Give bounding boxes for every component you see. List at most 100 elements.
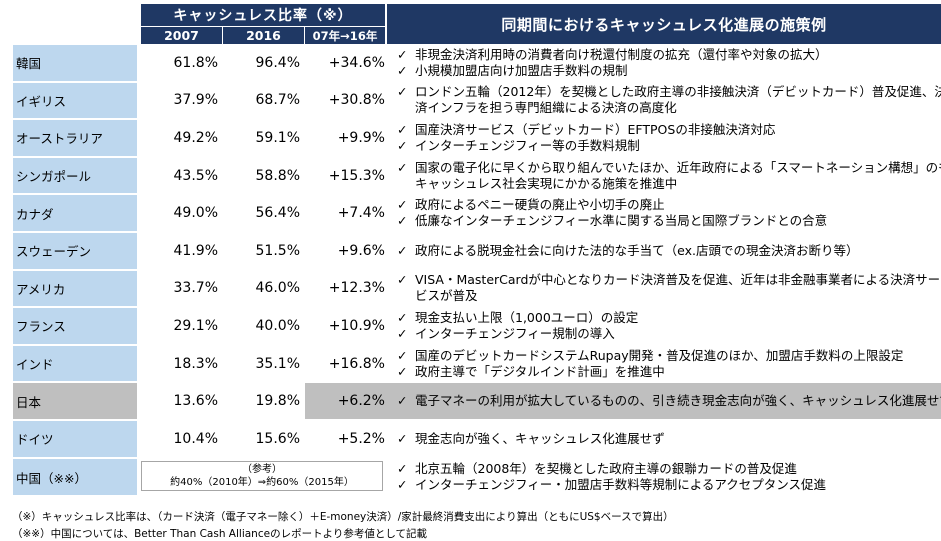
ratio-change: +12.3% (328, 280, 385, 297)
ratio-2016: 40.0% (255, 317, 300, 334)
reference-value: 約40%（2010年）⇒約60%（2015年） (170, 477, 354, 488)
ratio-2007: 37.9% (173, 92, 218, 109)
policy-item: 北京五輪（2008年）を契機とした政府主導の銀聯カードの普及促進 (393, 461, 941, 477)
ratio-change: +9.6% (337, 242, 385, 259)
ratio-2016: 46.0% (255, 280, 300, 297)
ratio-2007: 61.8% (173, 54, 218, 71)
change-header: 07年→16年 (305, 27, 385, 44)
table-row-korea: 韓国 61.8% 96.4% +34.6% 非現金決済利用時の消費者向け税還付制度の拡充… (0, 45, 941, 81)
policy-item: VISA・MasterCardが中心となりカード決済普及を促進、近年は非金融事業… (393, 272, 941, 288)
table-row-india: インド 18.3% 35.1% +16.8% 国産のデビットカードシステムRupay開発… (0, 345, 941, 382)
policy-list: VISA・MasterCardが中心となりカード決済普及を促進、近年は非金融事業… (393, 271, 941, 307)
policy-item: 国家の電子化に早くから取り組んでいたほか、近年政府による「スマートネーション構想… (393, 160, 941, 176)
ratio-2016: 58.8% (255, 167, 300, 184)
policy-item: 非現金決済利用時の消費者向け税還付制度の拡充（還付率や対象の拡大） (393, 47, 941, 63)
policy-item-continuation: ビスが普及 (415, 288, 478, 304)
china-reference-box: （参考） 約40%（2010年）⇒約60%（2015年） (141, 461, 383, 491)
policy-list: 非現金決済利用時の消費者向け税還付制度の拡充（還付率や対象の拡大）小規模加盟店向… (393, 45, 941, 81)
country-name: シンガポール (13, 157, 137, 194)
policy-item: 小規模加盟店向け加盟店手数料の規制 (393, 63, 941, 79)
policy-item: 政府による脱現金社会に向けた法的な手当て（ex.店頭での現金決済お断り等） (393, 243, 941, 259)
ratio-2007: 13.6% (173, 393, 218, 410)
table-row-australia: オーストラリア 49.2% 59.1% +9.9% 国産決済サービス（デビットカード）E… (0, 120, 941, 156)
policy-list: 国産決済サービス（デビットカード）EFTPOSの非接触決済対応インターチェンジフ… (393, 120, 941, 156)
ratio-change: +6.2% (305, 383, 389, 419)
policy-item: 電子マネーの利用が拡大しているものの、引き続き現金志向が強く、キャッシュレス化進… (393, 393, 941, 409)
ratio-2016: 51.5% (255, 242, 300, 259)
year-2016-header: 2016 (223, 27, 304, 44)
ratio-2007: 10.4% (173, 430, 218, 447)
country-name: オーストラリア (13, 120, 137, 156)
policy-item-continuation: 済インフラを担う専門組織による決済の高度化 (415, 100, 677, 116)
policy-list: 国産のデビットカードシステムRupay開発・普及促進のほか、加盟店手数料の上限設… (393, 346, 941, 382)
policy-list: 政府によるペニー硬貨の廃止や小切手の廃止低廉なインターチェンジフィー水準に関する… (393, 195, 941, 231)
ratio-change: +34.6% (328, 54, 385, 71)
table-row-singapore: シンガポール 43.5% 58.8% +15.3% 国家の電子化に早くから取り組んでいた… (0, 157, 941, 194)
table-row-canada: カナダ 49.0% 56.4% +7.4% 政府によるペニー硬貨の廃止や小切手の廃止低廉… (0, 195, 941, 231)
ratio-2016: 59.1% (255, 129, 300, 146)
ratio-2007: 49.0% (173, 205, 218, 222)
country-name: 日本 (13, 383, 137, 419)
table-row-japan: 日本 13.6% 19.8% +6.2%電子マネーの利用が拡大しているものの、引き続き… (0, 383, 941, 419)
country-name: カナダ (13, 195, 137, 231)
ratio-change: +7.4% (337, 205, 385, 222)
footnote-1: （※）キャッシュレス比率は、（カード決済（電子マネー除く）＋E-money決済）… (12, 511, 674, 523)
ratio-2016: 96.4% (255, 54, 300, 71)
ratio-2007: 41.9% (173, 242, 218, 259)
year-2007-header: 2007 (141, 27, 222, 44)
ratio-2016: 35.1% (255, 355, 300, 372)
policy-item-continuation: キャッシュレス社会実現にかかる施策を推進中 (415, 175, 678, 191)
ratio-change: +5.2% (337, 430, 385, 447)
table-row-germany: ドイツ 10.4% 15.6% +5.2% 現金志向が強く、キャッシュレス化進展せず (0, 421, 941, 457)
policy-item: 低廉なインターチェンジフィー水準に関する当局と国際ブランドとの合意 (393, 213, 941, 229)
policy-item: ロンドン五輪（2012年）を契機とした政府主導の非接触決済（デビットカード）普及… (393, 84, 941, 100)
policy-list: 現金志向が強く、キャッシュレス化進展せず (393, 421, 941, 457)
policy-item: 現金志向が強く、キャッシュレス化進展せず (393, 431, 941, 447)
policy-header: 同期間におけるキャッシュレス化進展の施策例 (387, 4, 941, 44)
country-name: ドイツ (13, 421, 137, 457)
policy-item: 国産決済サービス（デビットカード）EFTPOSの非接触決済対応 (393, 122, 941, 138)
policy-list: ロンドン五輪（2012年）を契機とした政府主導の非接触決済（デビットカード）普及… (393, 83, 941, 119)
ratio-change: +15.3% (328, 167, 385, 184)
ratio-2007: 33.7% (173, 280, 218, 297)
country-name: スウェーデン (13, 233, 137, 269)
table-row-france: フランス 29.1% 40.0% +10.9% 現金支払い上限（1,000ユーロ）の設定… (0, 308, 941, 344)
table-row-usa: アメリカ 33.7% 46.0% +12.3% VISA・MasterCardが中心とな… (0, 270, 941, 307)
table-row-uk: イギリス 37.9% 68.7% +30.8% ロンドン五輪（2012年）を契機とした政… (0, 82, 941, 119)
policy-item: インターチェンジフィー・加盟店手数料等規制によるアクセプタンス促進 (393, 477, 941, 493)
ratio-2016: 56.4% (255, 205, 300, 222)
country-name: アメリカ (13, 270, 137, 307)
ratio-2007: 29.1% (173, 317, 218, 334)
policy-list: 政府による脱現金社会に向けた法的な手当て（ex.店頭での現金決済お断り等） (393, 233, 941, 269)
ratio-2007: 43.5% (173, 167, 218, 184)
policy-item: インターチェンジフィー規制の導入 (393, 326, 941, 342)
policy-list: 現金支払い上限（1,000ユーロ）の設定インターチェンジフィー規制の導入 (393, 308, 941, 344)
policy-item: 政府によるペニー硬貨の廃止や小切手の廃止 (393, 197, 941, 213)
ratio-2016: 68.7% (255, 92, 300, 109)
policy-list: 国家の電子化に早くから取り組んでいたほか、近年政府による「スマートネーション構想… (393, 158, 941, 194)
ratio-change: +9.9% (337, 129, 385, 146)
ratio-change: +30.8% (328, 92, 385, 109)
country-name: イギリス (13, 82, 137, 119)
policy-item: 現金支払い上限（1,000ユーロ）の設定 (393, 310, 941, 326)
country-name: フランス (13, 308, 137, 344)
policy-item: 国産のデビットカードシステムRupay開発・普及促進のほか、加盟店手数料の上限設… (393, 348, 941, 364)
ratio-2007: 18.3% (173, 355, 218, 372)
ratio-change: +10.9% (328, 317, 385, 334)
ratio-2016: 15.6% (255, 430, 300, 447)
footnote-2: （※※）中国については、Better Than Cash Allianceのレポ… (12, 528, 428, 540)
ratio-2016: 19.8% (255, 393, 300, 410)
policy-item: インターチェンジフィー等の手数料規制 (393, 138, 941, 154)
ratio-change: +16.8% (328, 355, 385, 372)
policy-list: 北京五輪（2008年）を契機とした政府主導の銀聯カードの普及促進 インターチェン… (393, 459, 941, 495)
ratio-2007: 49.2% (173, 129, 218, 146)
table-row-china: 中国（※※） （参考） 約40%（2010年）⇒約60%（2015年） 北京五輪… (0, 459, 941, 495)
table-row-sweden: スウェーデン 41.9% 51.5% +9.6% 政府による脱現金社会に向けた法的な手当… (0, 233, 941, 269)
country-name: 中国（※※） (13, 459, 137, 495)
reference-label: （参考） (242, 464, 282, 475)
policy-item: 政府主導で「デジタルインド計画」を推進中 (393, 364, 941, 380)
policy-list: 電子マネーの利用が拡大しているものの、引き続き現金志向が強く、キャッシュレス化進… (389, 383, 941, 419)
ratio-header: キャッシュレス比率（※） (141, 4, 385, 26)
country-name: インド (13, 345, 137, 382)
country-name: 韓国 (13, 45, 137, 81)
